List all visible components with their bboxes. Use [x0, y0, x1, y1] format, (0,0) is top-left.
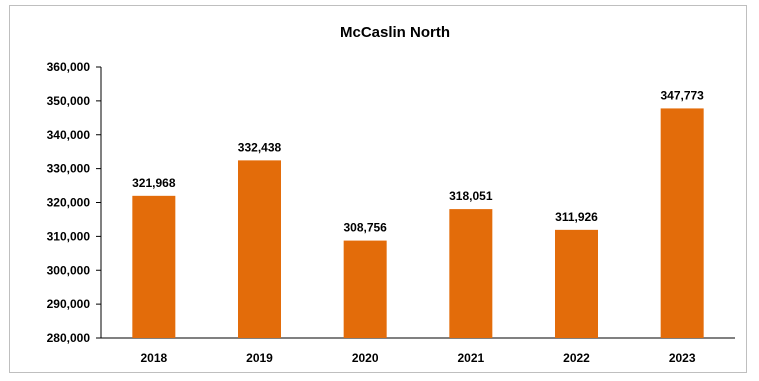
data-label: 347,773 — [660, 88, 704, 102]
x-tick-label: 2020 — [352, 351, 379, 365]
y-tick-label: 350,000 — [47, 94, 91, 108]
y-tick-label: 340,000 — [47, 128, 91, 142]
x-tick-label: 2021 — [457, 351, 484, 365]
data-label: 332,438 — [238, 140, 282, 154]
y-tick-label: 320,000 — [47, 196, 91, 210]
x-tick-label: 2022 — [563, 351, 590, 365]
y-tick-label: 290,000 — [47, 297, 91, 311]
bar — [132, 195, 176, 338]
bar — [660, 108, 704, 338]
data-label: 308,756 — [343, 221, 387, 235]
data-label: 311,926 — [555, 210, 598, 224]
y-tick-label: 310,000 — [47, 229, 91, 243]
x-tick-label: 2019 — [246, 351, 273, 365]
data-label: 318,051 — [449, 189, 493, 203]
bar — [343, 240, 387, 338]
x-axis: 2018 2019 2020 2021 2022 2023 — [101, 337, 735, 365]
y-axis: 280,000 290,000 300,000 310,000 320,000 330,0… — [47, 60, 102, 345]
y-tick-label: 360,000 — [47, 60, 91, 74]
chart-title: McCaslin North — [340, 24, 450, 41]
bars: 321,968 332,438 308,756 318,051 311,926 347,7… — [132, 88, 704, 338]
bar — [238, 160, 281, 338]
x-tick-label: 2018 — [140, 351, 167, 365]
y-tick-label: 280,000 — [47, 331, 91, 345]
bar — [449, 209, 493, 338]
x-tick-label: 2023 — [669, 351, 696, 365]
bar — [555, 229, 598, 338]
y-tick-label: 300,000 — [47, 263, 91, 277]
data-label: 321,968 — [132, 176, 176, 190]
y-tick-label: 330,000 — [47, 162, 91, 176]
